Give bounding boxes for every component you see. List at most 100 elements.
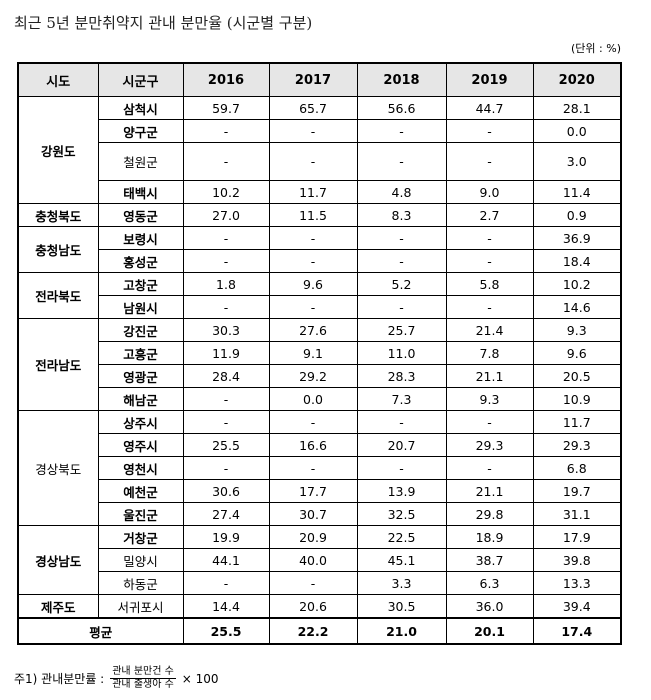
value-cell: 20.6 (268, 594, 358, 619)
value-cell: 29.8 (445, 502, 534, 526)
value-cell: 25.5 (182, 433, 270, 457)
sigungu-cell: 밀양시 (97, 548, 184, 572)
sigungu-cell: 하동군 (97, 571, 184, 595)
table-row: 양구군 - - - -0.0 (18, 119, 622, 143)
value-cell: - (268, 249, 358, 273)
value-cell: 18.4 (532, 249, 622, 273)
column-header: 2019 (445, 62, 534, 97)
average-row: 평균 25.5 22.2 21.0 20.1 17.4 (17, 617, 622, 645)
sigungu-cell: 강진군 (97, 318, 184, 342)
value-cell: - (182, 410, 270, 434)
value-cell: 6.8 (532, 456, 622, 480)
table-row: 강원도 삼척시 59.7 65.7 56.6 44.7 28.1 (17, 96, 622, 204)
value-cell: 44.1 (182, 548, 270, 572)
sigungu-cell: 삼척시 (97, 96, 184, 120)
average-value: 21.0 (356, 617, 447, 645)
table-row: 영천시 - - - -6.8 (18, 456, 622, 480)
value-cell: - (356, 295, 447, 319)
value-cell: 30.7 (268, 502, 358, 526)
value-cell: 1.8 (182, 272, 270, 296)
value-cell: 4.8 (356, 180, 447, 204)
value-cell: - (356, 410, 447, 434)
unit-label: (단위 : %) (571, 42, 621, 55)
value-cell: 32.5 (356, 502, 447, 526)
value-cell: 13.9 (356, 479, 447, 503)
value-cell: 14.4 (182, 594, 270, 619)
value-cell: - (182, 249, 270, 273)
value-cell: 65.7 (268, 96, 358, 120)
value-cell: 2.7 (445, 203, 534, 227)
sigungu-cell: 고창군 (97, 272, 184, 296)
value-cell: - (182, 119, 270, 143)
value-cell: 28.3 (356, 364, 447, 388)
value-cell: - (445, 456, 534, 480)
value-cell: - (445, 119, 534, 143)
value-cell: 11.4 (532, 180, 622, 204)
table-row: 예천군 30.6 17.7 13.9 21.1 19.7 (18, 479, 622, 503)
table-row: 홍성군 - - - -18.4 (18, 249, 622, 273)
table-row: 충청북도 영동군 27.0 11.5 8.3 2.7 0.9 (17, 203, 622, 227)
value-cell: 17.9 (532, 525, 622, 549)
value-cell: 3.0 (532, 142, 622, 181)
value-cell: - (356, 456, 447, 480)
value-cell: 22.5 (356, 525, 447, 549)
table-row: 제주도 서귀포시 14.4 20.6 30.5 36.0 39.4 (17, 594, 622, 619)
value-cell: 7.3 (356, 387, 447, 411)
column-header: 시도 (17, 62, 99, 97)
sigungu-cell: 상주시 (97, 410, 184, 434)
value-cell: - (445, 226, 534, 250)
value-cell: - (268, 226, 358, 250)
sigungu-cell: 예천군 (97, 479, 184, 503)
footnote: 주1) 관내분만률 : 관내 분만건 수 관내 출생아 수 × 100 (14, 666, 219, 691)
value-cell: 20.9 (268, 525, 358, 549)
value-cell: 0.0 (532, 119, 622, 143)
value-cell: - (182, 571, 270, 595)
sigungu-cell: 남원시 (97, 295, 184, 319)
value-cell: 27.6 (268, 318, 358, 342)
value-cell: - (268, 456, 358, 480)
table-row: 경상북도 상주시 - - - -11.7 (17, 410, 622, 526)
value-cell: - (268, 295, 358, 319)
table-row: 전라남도 강진군 30.3 27.6 25.7 21.4 9.3 (17, 318, 622, 411)
column-header: 2020 (532, 62, 622, 97)
average-value: 25.5 (182, 617, 270, 645)
value-cell: 28.1 (532, 96, 622, 120)
value-cell: 6.3 (445, 571, 534, 595)
sido-cell: 전라남도 (17, 318, 99, 411)
value-cell: 11.5 (268, 203, 358, 227)
value-cell: 18.9 (445, 525, 534, 549)
value-cell: 21.1 (445, 479, 534, 503)
value-cell: 10.9 (532, 387, 622, 411)
sigungu-cell: 보령시 (97, 226, 184, 250)
value-cell: 5.8 (445, 272, 534, 296)
value-cell: 36.9 (532, 226, 622, 250)
value-cell: 3.3 (356, 571, 447, 595)
value-cell: - (356, 226, 447, 250)
column-header: 2016 (182, 62, 270, 97)
sigungu-cell: 태백시 (97, 180, 184, 204)
value-cell: 8.3 (356, 203, 447, 227)
value-cell: 13.3 (532, 571, 622, 595)
value-cell: 19.9 (182, 525, 270, 549)
value-cell: 29.3 (445, 433, 534, 457)
value-cell: - (356, 119, 447, 143)
table-row: 충청남도 보령시 - - - -36.9 (17, 226, 622, 273)
formula-fraction: 관내 분만건 수 관내 출생아 수 (110, 666, 176, 691)
value-cell: 20.5 (532, 364, 622, 388)
value-cell: 9.1 (268, 341, 358, 365)
value-cell: 21.4 (445, 318, 534, 342)
footnote-suffix: × 100 (181, 671, 219, 686)
table-row: 남원시 - - - -14.6 (18, 295, 622, 319)
sido-cell: 전라북도 (17, 272, 99, 319)
value-cell: 21.1 (445, 364, 534, 388)
value-cell: 9.6 (268, 272, 358, 296)
column-header: 2018 (356, 62, 447, 97)
table-row: 철원군 - - - -3.0 (18, 142, 622, 181)
value-cell: 17.7 (268, 479, 358, 503)
value-cell: 27.4 (182, 502, 270, 526)
sigungu-cell: 철원군 (97, 142, 184, 181)
value-cell: 0.0 (268, 387, 358, 411)
value-cell: 29.2 (268, 364, 358, 388)
sigungu-cell: 양구군 (97, 119, 184, 143)
value-cell: 11.0 (356, 341, 447, 365)
